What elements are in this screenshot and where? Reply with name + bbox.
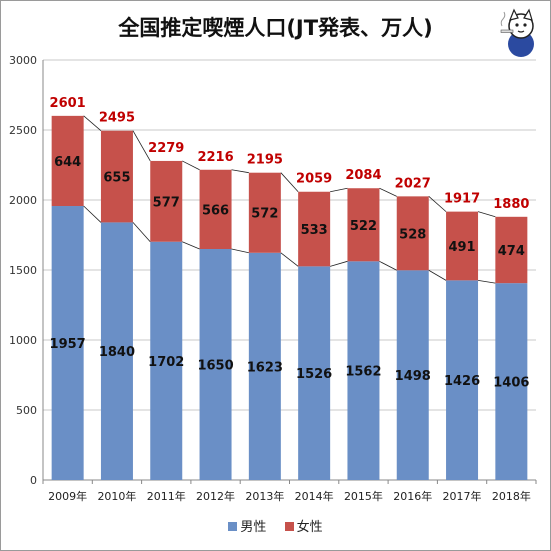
bar-female — [347, 188, 380, 262]
legend-label-male: 男性 — [240, 520, 267, 535]
x-tick-label: 2016年 — [393, 489, 432, 503]
series-line-total — [379, 187, 397, 197]
data-label-female: 533 — [301, 223, 328, 238]
bar-male — [248, 252, 281, 480]
data-label-total: 1880 — [493, 197, 529, 212]
bar-female — [100, 130, 133, 223]
x-tick-label: 2015年 — [344, 489, 383, 503]
data-label-female: 566 — [202, 203, 229, 218]
mascot-icon — [500, 8, 534, 57]
data-label-total: 2601 — [50, 96, 86, 111]
y-tick-label: 1500 — [9, 264, 37, 277]
data-label-total: 2495 — [99, 111, 135, 126]
series-line-male — [330, 260, 348, 267]
data-label-male: 1426 — [444, 374, 480, 389]
bar-male — [298, 266, 331, 480]
x-tick-label: 2013年 — [245, 489, 284, 503]
data-label-total: 2084 — [345, 168, 381, 183]
data-label-female: 474 — [498, 244, 525, 259]
bar-female — [396, 196, 429, 271]
bar-female — [495, 216, 528, 284]
bar-male — [495, 283, 528, 480]
series-line-total — [330, 187, 348, 193]
data-label-male: 1623 — [247, 360, 283, 375]
legend-item-male: 男性 — [228, 516, 266, 535]
data-label-total: 1917 — [444, 192, 480, 207]
x-tick-label: 2017年 — [443, 489, 482, 503]
series-line-total — [477, 211, 496, 218]
data-label-female: 655 — [103, 171, 130, 186]
series-line-male — [83, 205, 102, 223]
series-line-male — [477, 279, 496, 284]
data-label-male: 1840 — [99, 345, 135, 360]
series-line-male — [231, 248, 249, 254]
data-label-total: 2059 — [296, 172, 332, 187]
series-line-male — [280, 252, 299, 267]
y-tick-label: 1000 — [9, 334, 37, 347]
bar-female — [51, 115, 84, 207]
data-label-female: 644 — [54, 155, 81, 170]
bar-male — [51, 206, 84, 480]
x-tick-label: 2012年 — [196, 489, 235, 503]
bar-female — [248, 172, 281, 253]
data-label-male: 1562 — [345, 365, 381, 380]
series-line-male — [132, 222, 151, 242]
series-line-total — [428, 196, 447, 212]
bar-male — [347, 261, 380, 480]
legend-swatch-male — [228, 522, 238, 531]
data-label-total: 2027 — [395, 176, 431, 191]
chart-title: 全国推定喫煙人口(JT発表、万人) — [118, 16, 433, 40]
bar-male — [446, 280, 479, 480]
series-line-total — [231, 169, 249, 174]
bar-male — [100, 222, 133, 480]
y-tick-label: 500 — [16, 404, 37, 417]
data-label-male: 1650 — [197, 359, 233, 374]
series-line-total — [132, 130, 151, 162]
y-tick-label: 2500 — [9, 124, 37, 137]
data-label-male: 1526 — [296, 367, 332, 382]
data-label-female: 572 — [251, 207, 278, 222]
data-label-total: 2216 — [197, 150, 233, 165]
x-tick-label: 2018年 — [492, 489, 531, 503]
data-label-male: 1702 — [148, 355, 184, 370]
x-tick-label: 2009年 — [48, 489, 87, 503]
legend-item-female: 女性 — [284, 516, 323, 535]
bar-male — [199, 249, 232, 480]
x-tick-label: 2014年 — [295, 489, 334, 503]
y-tick-label: 2000 — [9, 194, 37, 207]
series-line-male — [182, 241, 200, 250]
bar-female — [298, 191, 331, 267]
x-tick-label: 2010年 — [97, 489, 136, 503]
data-label-female: 577 — [153, 195, 180, 210]
data-label-total: 2279 — [148, 141, 184, 156]
x-tick-label: 2011年 — [147, 489, 186, 503]
data-label-female: 528 — [399, 227, 426, 242]
series-line-total — [182, 160, 200, 171]
series-line-total — [83, 115, 102, 132]
legend: 男性 女性 — [0, 516, 551, 535]
bar-male — [396, 270, 429, 480]
bar-female — [446, 211, 479, 281]
bar-female — [150, 160, 183, 242]
data-label-male: 1498 — [395, 369, 431, 384]
series-line-male — [379, 260, 397, 271]
data-label-total: 2195 — [247, 153, 283, 168]
y-tick-label: 0 — [30, 474, 37, 487]
data-label-male: 1957 — [50, 337, 86, 352]
series-line-total — [280, 172, 299, 193]
data-label-female: 522 — [350, 219, 377, 234]
bar-female — [199, 169, 232, 249]
y-tick-label: 3000 — [9, 54, 37, 67]
bar-male — [150, 241, 183, 480]
legend-swatch-female — [284, 522, 294, 531]
data-label-female: 491 — [448, 240, 475, 255]
legend-label-female: 女性 — [296, 520, 323, 535]
data-label-male: 1406 — [493, 376, 529, 391]
series-line-male — [428, 269, 447, 281]
